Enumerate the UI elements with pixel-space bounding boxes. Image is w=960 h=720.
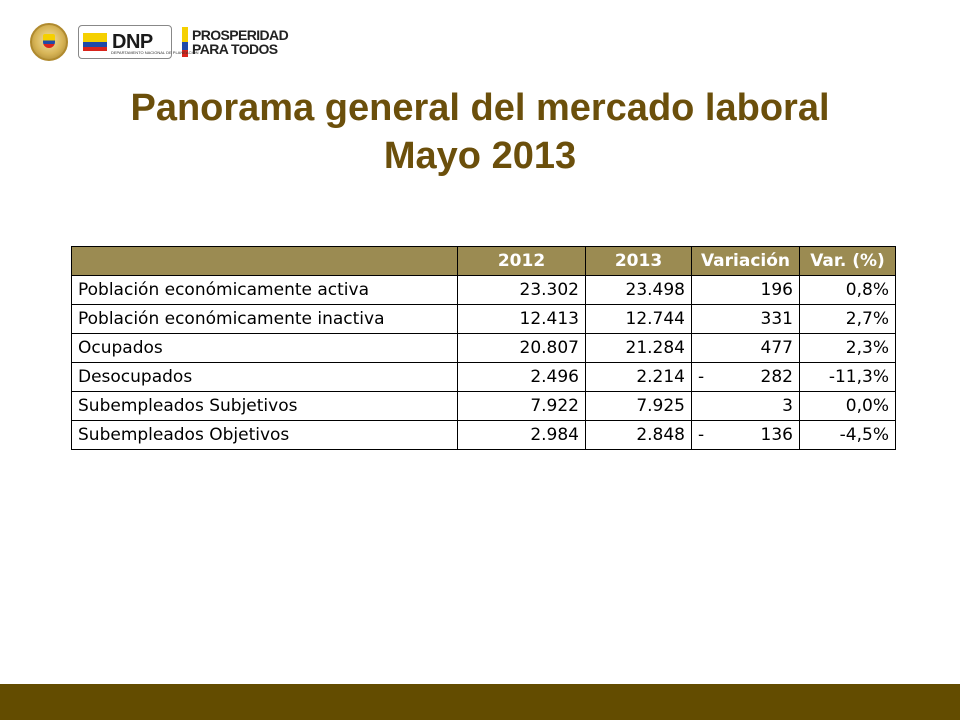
row-label: Población económicamente inactiva — [71, 304, 458, 334]
value-2013: 21.284 — [585, 333, 692, 363]
dnp-logo-subtext: DEPARTAMENTO NACIONAL DE PLANEACIÓN — [111, 50, 199, 55]
table-row: Población económicamente activa 23.302 23.… — [71, 275, 896, 305]
prosperidad-line2: PARA TODOS — [192, 41, 278, 57]
table-row: Población económicamente inactiva 12.413 1… — [71, 304, 896, 334]
row-label: Desocupados — [71, 362, 458, 392]
flag-stripe-icon — [182, 27, 188, 57]
value-2012: 23.302 — [457, 275, 586, 305]
value-2012: 20.807 — [457, 333, 586, 363]
value-2013: 2.848 — [585, 420, 692, 450]
variacion-sign: - — [698, 367, 705, 387]
variacion-value: 3 — [782, 396, 793, 416]
colombia-seal-icon — [30, 23, 68, 61]
logo-group: DNP DEPARTAMENTO NACIONAL DE PLANEACIÓN … — [30, 22, 289, 62]
value-2013: 12.744 — [585, 304, 692, 334]
variacion-sign: - — [698, 425, 705, 445]
prosperidad-line1: PROSPERIDAD — [192, 27, 289, 43]
value-2013: 7.925 — [585, 391, 692, 421]
var-pct: -11,3% — [799, 362, 896, 392]
slide-title: Panorama general del mercado laboral May… — [0, 84, 960, 180]
table-row: Subempleados Objetivos 2.984 2.848- 136 -4,5… — [71, 420, 896, 450]
colombia-flag-icon — [83, 33, 107, 51]
header-variacion: Variación — [691, 246, 800, 276]
table-header-row: 2012 2013 Variación Var. (%) — [71, 246, 896, 276]
value-2012: 2.984 — [457, 420, 586, 450]
header-2013: 2013 — [585, 246, 692, 276]
table-row: Desocupados 2.496 2.214- 282 -11,3% — [71, 362, 896, 392]
prosperidad-logo: PROSPERIDAD PARA TODOS — [182, 27, 289, 57]
value-2013: 23.498 — [585, 275, 692, 305]
var-pct: 0,0% — [799, 391, 896, 421]
value-2012: 2.496 — [457, 362, 586, 392]
row-label: Ocupados — [71, 333, 458, 363]
table-row: Ocupados 20.807 21.284 477 2,3% — [71, 333, 896, 363]
header-var-pct: Var. (%) — [799, 246, 896, 276]
var-pct: 2,3% — [799, 333, 896, 363]
dnp-logo: DNP DEPARTAMENTO NACIONAL DE PLANEACIÓN — [78, 25, 199, 59]
variacion-cell: 196 — [691, 275, 800, 305]
variacion-value: 282 — [760, 367, 793, 387]
labor-market-table: 2012 2013 Variación Var. (%) Población e… — [71, 246, 896, 450]
var-pct: 2,7% — [799, 304, 896, 334]
variacion-cell: 477 — [691, 333, 800, 363]
header-blank — [71, 246, 458, 276]
variacion-value: 196 — [760, 280, 793, 300]
footer-bar — [0, 684, 960, 720]
variacion-value: 477 — [760, 338, 793, 358]
row-label: Subempleados Objetivos — [71, 420, 458, 450]
var-pct: 0,8% — [799, 275, 896, 305]
title-line1: Panorama general del mercado laboral — [130, 87, 830, 129]
value-2013: 2.214 — [585, 362, 692, 392]
variacion-cell: 331 — [691, 304, 800, 334]
variacion-cell: - 136 — [691, 420, 800, 450]
row-label: Subempleados Subjetivos — [71, 391, 458, 421]
value-2012: 12.413 — [457, 304, 586, 334]
table-row: Subempleados Subjetivos 7.922 7.925 3 0,0% — [71, 391, 896, 421]
value-2012: 7.922 — [457, 391, 586, 421]
variacion-value: 136 — [760, 425, 793, 445]
variacion-value: 331 — [760, 309, 793, 329]
title-line2: Mayo 2013 — [383, 135, 577, 177]
variacion-cell: 3 — [691, 391, 800, 421]
header-2012: 2012 — [457, 246, 586, 276]
var-pct: -4,5% — [799, 420, 896, 450]
dnp-logo-text: DNP — [112, 31, 153, 53]
variacion-cell: - 282 — [691, 362, 800, 392]
row-label: Población económicamente activa — [71, 275, 458, 305]
